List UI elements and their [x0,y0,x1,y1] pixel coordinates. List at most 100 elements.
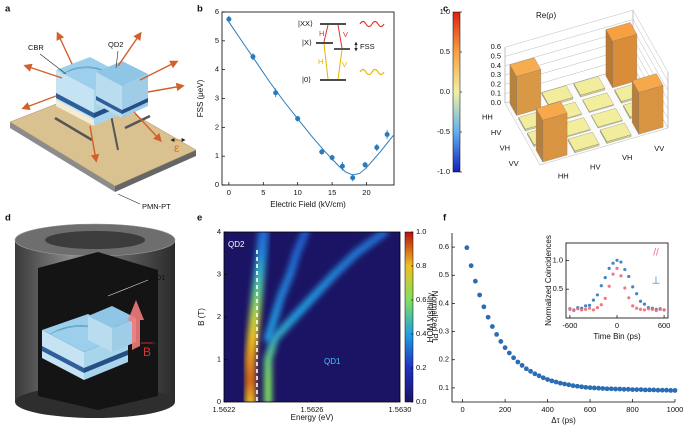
point [638,307,643,311]
point [532,371,538,377]
bar-top [591,108,623,128]
row-label: HV [491,128,501,137]
point [621,386,627,392]
row-label: HH [482,112,493,121]
y-tick-label: 0.2 [439,355,449,364]
point [477,292,483,298]
pl-trace [244,232,270,402]
point [607,284,611,288]
transition-label: V [342,60,347,69]
bar [535,101,568,163]
colorbar-tick-label: 0.4 [416,329,426,338]
point [494,332,499,337]
row-label: VV [509,159,519,168]
fit-line [228,21,395,176]
point [587,303,592,307]
point [273,90,279,96]
point [634,387,640,393]
x-tick-label: 0 [615,321,619,330]
point [638,387,644,393]
point [646,307,650,311]
y-tick-label: 4 [215,65,219,74]
bar-top [582,92,614,112]
x-tick-label: 0 [227,188,231,197]
x-tick-label: 15 [328,188,336,197]
bar [599,122,632,145]
point [574,383,580,389]
bar-top [541,85,574,105]
point [611,272,615,276]
panel-label: e [197,213,202,224]
point [623,267,627,272]
y-tick-label: 0.6 [439,242,449,251]
bar-top [535,101,568,121]
point [635,306,639,310]
point [599,284,603,288]
grid-line [504,9,669,73]
x-tick-label: 600 [658,321,671,330]
column-label: VV [654,144,664,153]
colorbar-tick-label: -1.0 [437,167,450,176]
annotation: QD2 [228,240,245,249]
y-tick-label: 2 [215,122,219,131]
point [638,299,643,303]
y-tick-label: 0.4 [439,298,449,307]
point [651,387,657,393]
column-label: HH [558,172,569,181]
point [654,308,658,313]
colorbar-tick-label: 0.0 [440,87,450,96]
point [668,388,674,393]
colorbar-label: Normalized PL [430,291,439,344]
z-tick-label: 0.3 [491,70,501,79]
colorbar-tick-label: 0.2 [416,363,426,372]
point [502,345,508,351]
label: QD2 [108,40,123,49]
point [528,368,533,374]
point [472,278,478,284]
z-tick-label: 0.0 [491,98,501,107]
colorbar-tick-label: 0.6 [416,295,426,304]
bar-top [599,122,632,142]
state-label: |0⟩ [302,75,311,84]
y-tick-label: 0.5 [439,270,449,279]
point [599,303,603,307]
x-tick-label: 400 [541,405,554,414]
panel-label: b [197,4,203,15]
annotation: QD1 [324,357,341,366]
point [615,258,619,262]
bar [591,108,623,129]
column-label: VH [622,153,632,162]
point [631,304,635,308]
colorbar-tick-label: -0.5 [437,127,450,136]
point [642,302,647,306]
point [374,145,380,151]
point [329,155,335,161]
transition-label: V [343,30,348,39]
y-tick-label: 0 [217,397,221,406]
colorbar-tick-label: 0.5 [440,47,450,56]
y-tick-label: 0.5 [553,284,563,293]
panel-label: c [443,4,448,15]
label: B [143,345,151,359]
chart-title: Re(ρ) [536,11,556,20]
point [631,285,635,289]
point [250,54,256,60]
point [468,263,474,269]
legend-label: ⊥ [652,276,661,287]
bar [567,131,600,154]
point [515,359,521,365]
point [595,306,599,310]
bar-top [573,76,606,96]
row-label: VH [500,143,510,152]
level-diagram: |XX⟩ |X⟩ |0⟩ H V H V FSS [298,19,385,84]
bar [582,92,614,114]
point [572,308,576,313]
z-tick-label: 0.6 [491,42,501,51]
x-tick-label: 800 [626,405,639,414]
heatmap-traces [244,232,389,402]
point [562,381,567,387]
point [523,366,529,372]
x-axis-label: Δτ (ps) [551,416,576,425]
point [619,274,623,278]
point [623,286,627,290]
